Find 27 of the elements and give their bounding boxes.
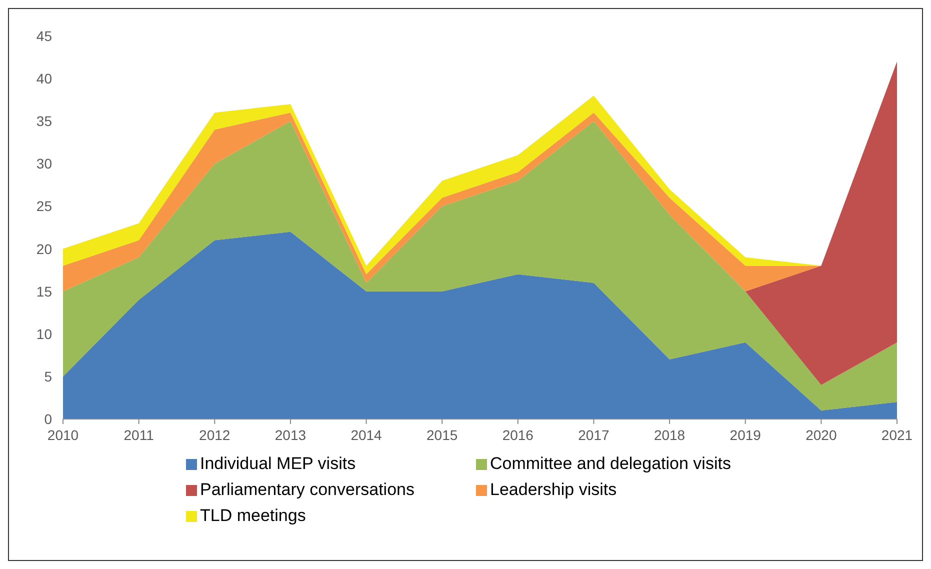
y-tick-label: 30 (36, 156, 52, 172)
legend-label: Leadership visits (490, 480, 617, 499)
y-tick-label: 0 (44, 411, 52, 427)
legend-label: Individual MEP visits (200, 454, 356, 473)
x-tick-label: 2018 (654, 427, 686, 443)
x-tick-label: 2019 (730, 427, 762, 443)
x-tick-label: 2021 (881, 427, 913, 443)
legend-label: Committee and delegation visits (490, 454, 731, 473)
y-tick-label: 40 (36, 70, 52, 87)
x-tick-label: 2011 (124, 427, 154, 443)
y-tick-label: 35 (36, 113, 52, 130)
x-tick-label: 2017 (578, 427, 610, 443)
y-tick-label: 10 (36, 326, 52, 342)
x-tick-label: 2016 (502, 427, 534, 443)
y-tick-label: 45 (36, 28, 52, 44)
x-tick-label: 2013 (274, 427, 306, 443)
legend-label: Parliamentary conversations (200, 480, 414, 499)
x-tick-label: 2010 (47, 427, 79, 443)
y-tick-label: 25 (36, 198, 52, 214)
x-tick-label: 2020 (806, 427, 837, 443)
x-tick-label: 2012 (199, 427, 230, 443)
x-tick-label: 2014 (350, 427, 382, 443)
y-tick-label: 5 (44, 368, 52, 384)
legend-label: TLD meetings (200, 506, 306, 525)
y-tick-label: 15 (36, 283, 52, 300)
y-tick-label: 20 (36, 240, 52, 257)
x-tick-label: 2015 (426, 427, 458, 443)
